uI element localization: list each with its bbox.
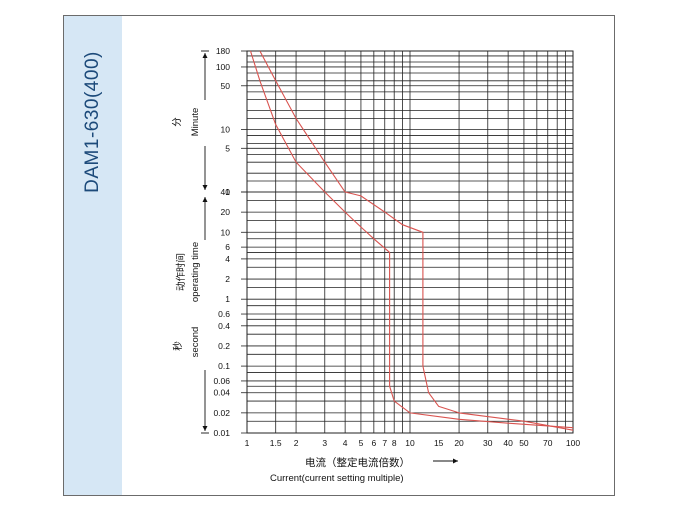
grid [246,50,574,434]
curves [249,50,574,431]
y-tick-label: 0.02 [213,408,230,418]
y-tick-label: 0.2 [218,341,230,351]
second-unit-cn: 秒 [172,341,184,351]
x-tick-label: 100 [566,438,580,448]
x-label-en: Current(current setting multiple) [270,473,404,484]
y-tick-label: 50 [221,81,231,91]
trip-curve-2 [259,50,574,431]
minute-arrow-up-head [202,53,208,58]
x-tick-label: 2 [294,438,299,448]
y-tick-label: 20 [221,207,231,217]
x-axis-arrow-head [453,458,458,464]
y-tick-label: 6 [225,242,230,252]
y-label-cn: 动作时间 [175,253,187,291]
minute-arrow-down-head [202,185,208,190]
y-tick-label: 0.6 [218,309,230,319]
x-tick-label: 10 [405,438,415,448]
minute-unit-cn: 分 [172,117,183,127]
x-tick-label: 30 [483,438,493,448]
y-tick-labels: 18010050105140201064210.60.40.20.10.060.… [213,46,247,438]
x-tick-label: 1 [245,438,250,448]
trip-curve-1 [249,50,574,429]
x-tick-labels: 1 1.5 2 3 4 5 6 7 8 10 15 20 30 40 50 70 100 [245,438,581,448]
x-tick-label: 7 [382,438,387,448]
y-tick-label: 0.04 [213,388,230,398]
x-tick-label: 70 [543,438,553,448]
y-tick-label: 0.01 [213,428,230,438]
second-unit-en: second [190,327,201,358]
minute-unit-en: Minute [190,108,201,137]
y-tick-label: 5 [225,143,230,153]
y-tick-label: 100 [216,62,230,72]
y-tick-label: 10 [221,124,231,134]
x-tick-label: 15 [434,438,444,448]
second-arrow-down-head [202,426,208,431]
y-tick-label: 0.06 [213,376,230,386]
x-tick-label: 40 [503,438,513,448]
chart-frame [63,15,615,496]
x-tick-label: 5 [359,438,364,448]
x-tick-label: 8 [392,438,397,448]
x-tick-label: 4 [343,438,348,448]
axis-arrows [201,50,458,464]
x-tick-label: 1.5 [270,438,282,448]
y-tick-label: 0.4 [218,321,230,331]
x-tick-label: 3 [322,438,327,448]
x-tick-label: 6 [371,438,376,448]
y-tick-label: 1 [225,294,230,304]
y-tick-label: 4 [225,254,230,264]
y-tick-label: 0.1 [218,361,230,371]
y-tick-label: 40 [221,187,231,197]
x-label-cn: 电流（整定电流倍数） [305,456,410,469]
y-tick-label: 2 [225,274,230,284]
axis-labels: 分 Minute 动作时间 operating time 秒 second 电流… [172,108,410,484]
side-panel [64,16,122,495]
y-tick-label: 1 [225,187,230,197]
x-tick-label: 50 [519,438,529,448]
y-tick-label: 180 [216,46,230,56]
x-tick-label: 20 [454,438,464,448]
y-label-en: operating time [190,242,201,302]
y-tick-label: 10 [221,227,231,237]
second-arrow-up-head [202,197,208,202]
